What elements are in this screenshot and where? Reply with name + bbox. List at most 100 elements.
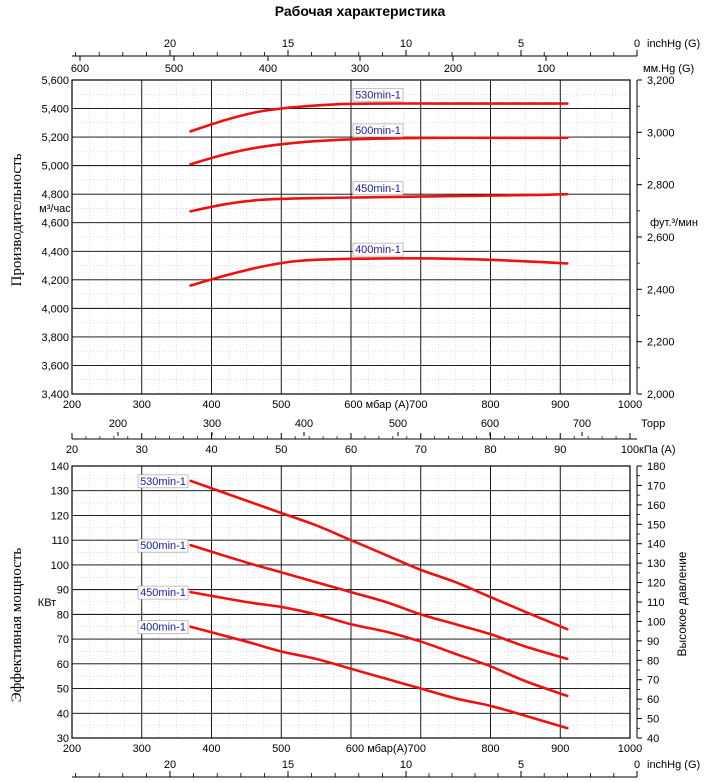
series-line-450min-1 [189, 590, 569, 698]
y-tick-label: 40 [57, 708, 69, 720]
mbar-tick-label: 800 [481, 743, 499, 755]
mbar-tick-label: 200 [63, 399, 81, 411]
inchhg-tick-label: 5 [518, 759, 524, 771]
y-tick-label: 130 [51, 486, 69, 498]
y2-tick-label: 140 [647, 539, 665, 551]
y2-tick-label: 3,200 [647, 75, 675, 87]
kpa-unit: кПа (A) [639, 444, 676, 456]
inchhg-tick-label: 20 [164, 38, 176, 50]
y-tick-label: 30 [57, 733, 69, 745]
y2-tick-label: 130 [647, 558, 665, 570]
y-tick-label: 5,600 [41, 75, 69, 87]
mmhg-tick-label: 300 [351, 63, 369, 75]
series-label: 400min-1 [352, 242, 404, 257]
mbar-tick-label: 900 [551, 399, 569, 411]
kpa-tick-label: 20 [66, 444, 78, 456]
y2-tick-label: 3,000 [647, 127, 675, 139]
y-tick-label: 100 [51, 560, 69, 572]
mmhg-tick-label: 100 [537, 63, 555, 75]
torr-tick-label: 500 [389, 418, 407, 430]
mbar-tick-label: 200 [63, 743, 81, 755]
inchhg-tick-label: 5 [518, 38, 524, 50]
mmhg-tick-label: 600 [71, 63, 89, 75]
y2-tick-label: 170 [647, 480, 665, 492]
series-label-text: 450min-1 [355, 183, 401, 195]
series-label-text: 530min-1 [355, 89, 401, 101]
series-line-530min-1 [189, 102, 569, 133]
series-label-box [352, 87, 404, 102]
mbar-tick-label: 500 [272, 399, 290, 411]
y2-axis-title: Высокое давление [675, 551, 689, 656]
inchhg-tick-label: 10 [400, 38, 412, 50]
y2-tick-label: 2,000 [647, 389, 675, 401]
y2-tick-label: 100 [647, 616, 665, 628]
inchhg-tick-label: 0 [634, 759, 640, 771]
series-label-box [137, 620, 189, 635]
y2-tick-label: 70 [647, 675, 659, 687]
series-line-450min-1 [189, 192, 569, 213]
mmhg-tick-label: 400 [259, 63, 277, 75]
series-label-box [137, 474, 189, 489]
series-label: 450min-1 [137, 585, 189, 600]
chart-title: Рабочая характеристика [275, 3, 446, 19]
y-axis-title: Производительность [9, 153, 25, 286]
mbar-tick-label: 500 [272, 743, 290, 755]
y-tick-label: 80 [57, 609, 69, 621]
series-line-530min-1 [189, 479, 569, 631]
y-tick-label: 50 [57, 684, 69, 696]
y2-tick-label: 90 [647, 636, 659, 648]
y-tick-label: 90 [57, 585, 69, 597]
y2-tick-label: 50 [647, 714, 659, 726]
y-tick-label: 3,400 [41, 389, 69, 401]
y-tick-label: 4,600 [41, 218, 69, 230]
y-tick-label: 5,400 [41, 104, 69, 116]
y2-tick-label: 160 [647, 500, 665, 512]
plot-frame [71, 465, 631, 739]
y2-tick-label: 110 [647, 597, 665, 609]
inchhg-unit: inchHg (G) [647, 38, 700, 50]
torr-unit: Торр [641, 418, 665, 430]
series-label: 500min-1 [352, 123, 404, 138]
y-tick-label: 70 [57, 634, 69, 646]
kpa-tick-label: 60 [345, 444, 357, 456]
y-tick-label: 4,800 [41, 189, 69, 201]
mmhg-tick-label: 200 [444, 63, 462, 75]
kpa-tick-label: 70 [415, 444, 427, 456]
y-tick-label: 5,200 [41, 132, 69, 144]
mmhg-tick-label: 500 [165, 63, 183, 75]
mbar-tick-label: 300 [133, 399, 151, 411]
inchhg-tick-label: 15 [282, 759, 294, 771]
series-line-400min-1 [189, 256, 569, 287]
mbar-tick-label: 400 [202, 743, 220, 755]
y-tick-label: 3,800 [41, 332, 69, 344]
y-tick-label: 4,200 [41, 275, 69, 287]
series-label-text: 500min-1 [355, 125, 401, 137]
y-tick-label: 60 [57, 659, 69, 671]
kpa-tick-label: 50 [275, 444, 287, 456]
series-label-box [352, 123, 404, 138]
series-label-text: 400min-1 [355, 244, 401, 256]
inchhg-tick-label: 20 [164, 759, 176, 771]
series-label: 530min-1 [137, 474, 189, 489]
torr-tick-label: 700 [573, 418, 591, 430]
mbar-center-label: 600 мбар(A)700 [346, 743, 426, 755]
y-tick-label: 110 [51, 535, 69, 547]
y-tick-label: 4,400 [41, 246, 69, 258]
kpa-tick-label: 40 [205, 444, 217, 456]
y2-tick-label: 80 [647, 655, 659, 667]
y-tick-label: 120 [51, 510, 69, 522]
y-tick-label: 5,000 [41, 161, 69, 173]
y2-tick-label: 120 [647, 578, 665, 590]
y2-axis-unit: фут.³/мин [650, 217, 698, 229]
torr-tick-label: 300 [203, 418, 221, 430]
series-label-text: 450min-1 [140, 587, 186, 599]
series-label: 530min-1 [352, 87, 404, 102]
series-label-box [137, 538, 189, 553]
y-axis-unit: КВт [38, 597, 56, 609]
y-axis-title: Эффективная мощность [9, 548, 25, 703]
mbar-tick-label: 1000 [618, 743, 642, 755]
mbar-center-label: 600 мбар (A)700 [344, 399, 427, 411]
mmhg-unit: мм.Hg (G) [643, 63, 694, 75]
y2-tick-label: 180 [647, 461, 665, 473]
y2-tick-label: 150 [647, 519, 665, 531]
